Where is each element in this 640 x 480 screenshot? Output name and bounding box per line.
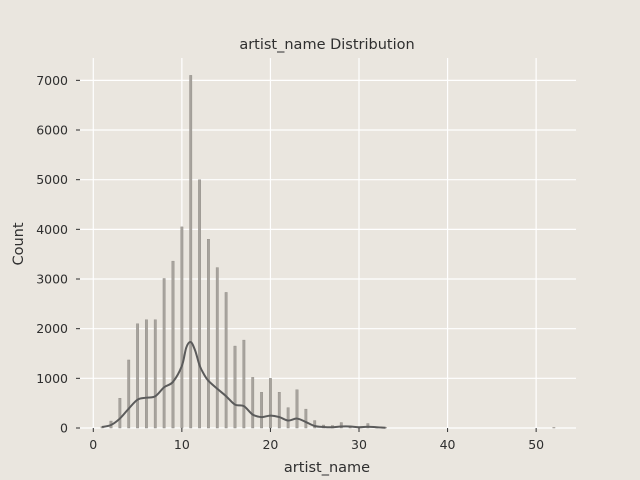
y-tick-label: 5000 [36, 172, 68, 187]
histogram-bar [233, 345, 237, 429]
y-tick-label: 2000 [36, 321, 68, 336]
chart-title: artist_name Distribution [239, 37, 414, 53]
y-tick-label: 4000 [36, 222, 68, 237]
x-tick-label: 30 [351, 437, 367, 452]
histogram-bar [277, 392, 281, 429]
x-tick-label: 0 [89, 437, 97, 452]
histogram-bar [180, 226, 184, 429]
y-tick-label: 3000 [36, 272, 68, 287]
histogram-bar [171, 260, 175, 429]
x-axis-title: artist_name [284, 460, 370, 476]
histogram-bar [207, 239, 210, 429]
histogram-bar [145, 319, 148, 429]
x-tick-label: 10 [174, 437, 190, 452]
y-tick-label: 0 [60, 421, 68, 436]
histogram-bar [198, 179, 201, 429]
kde-curve-layer [101, 341, 386, 429]
kde-curve [101, 341, 386, 429]
histogram-bar [269, 378, 272, 429]
histogram-bar [118, 398, 122, 429]
histogram-bar [153, 319, 157, 429]
histogram-bar [552, 427, 556, 429]
histogram-bar [286, 407, 290, 429]
x-tick-label: 20 [262, 437, 278, 452]
y-tick-label: 7000 [36, 73, 68, 88]
histogram-bar [251, 377, 255, 429]
y-tick-label: 1000 [36, 371, 68, 386]
histogram-bar [313, 420, 317, 429]
x-tick-label: 40 [440, 437, 456, 452]
histogram-bar [339, 422, 343, 429]
y-axis-title: Count [11, 222, 27, 265]
histogram-bar [189, 75, 193, 429]
histogram-bar [242, 339, 246, 429]
histogram-bar [136, 323, 139, 429]
y-tick-label: 6000 [36, 123, 68, 138]
histogram-bar [215, 267, 219, 429]
histogram-bar [295, 389, 299, 429]
histogram-bar [304, 408, 308, 429]
grid-lines [80, 58, 576, 429]
axis-ticks: 0 10 20 30 40 50 0 1000 2000 3000 4000 5000 6000 7000 [36, 73, 544, 452]
histogram-bar [260, 392, 263, 429]
histogram-bar [224, 292, 228, 429]
x-tick-label: 50 [528, 437, 544, 452]
histogram-bar [127, 359, 131, 429]
histogram-bar [162, 278, 166, 429]
histogram-bars [100, 75, 556, 429]
